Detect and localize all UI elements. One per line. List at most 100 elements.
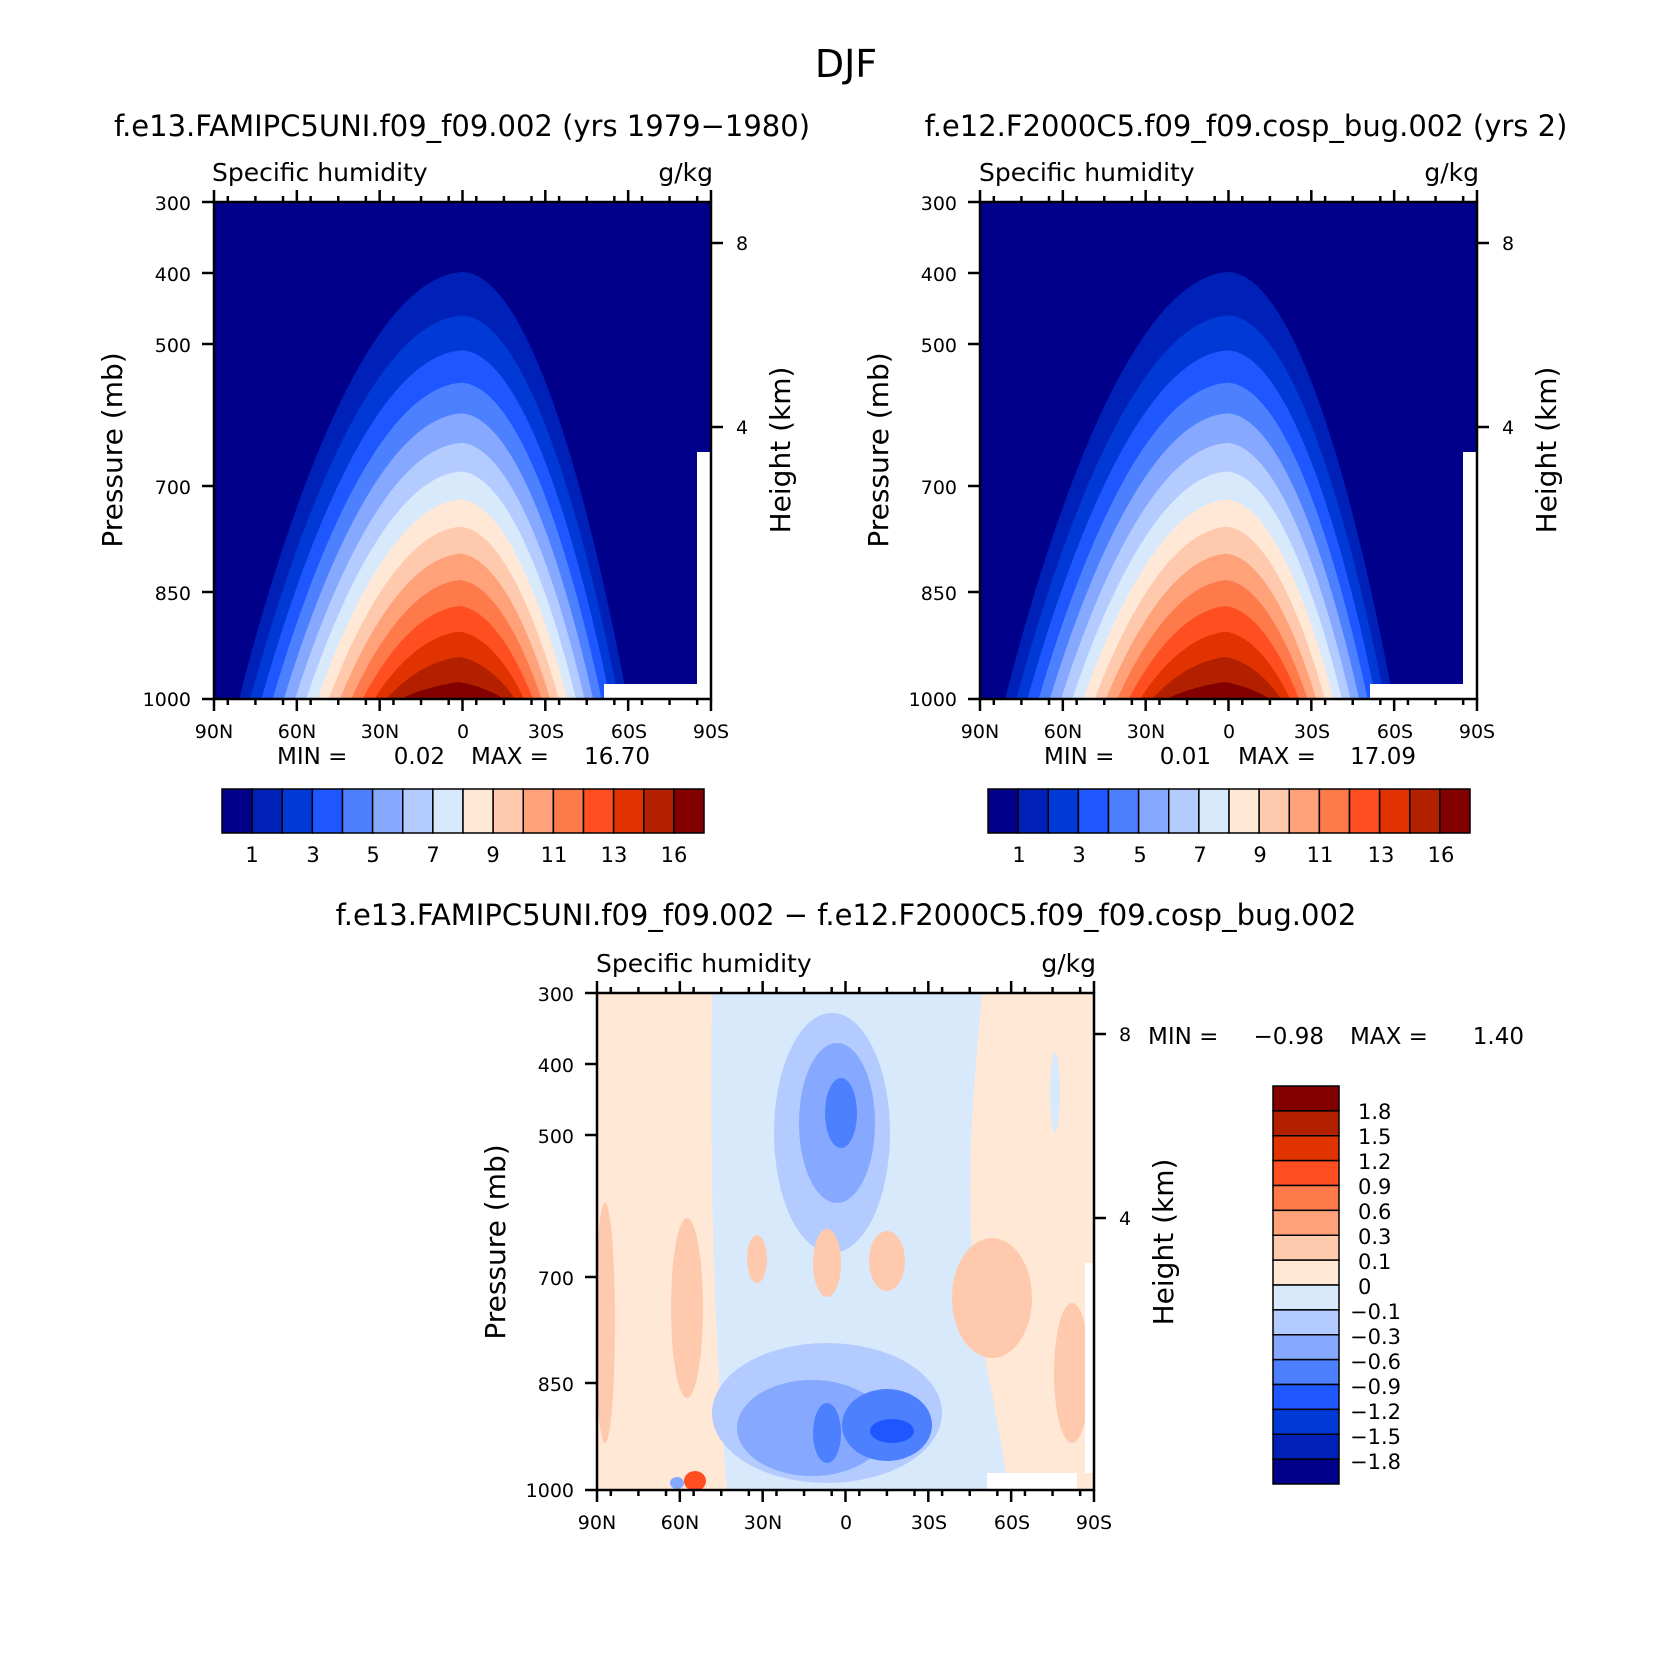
- max-value: 1.40: [1473, 1024, 1524, 1050]
- missing-data-mask: [604, 684, 711, 699]
- colorbar-box: [1272, 1408, 1340, 1435]
- y-tick-label: 700: [155, 477, 191, 499]
- y-tick-label: 500: [921, 335, 957, 357]
- x-tick-label: 0: [1223, 721, 1235, 743]
- contour-band: [684, 1471, 706, 1490]
- contour-band: [1166, 682, 1270, 699]
- colorbar-box: [1107, 788, 1140, 834]
- axis-ticks: [968, 190, 1489, 711]
- colorbar-box: [311, 788, 344, 834]
- colorbar-label: −1.2: [1350, 1400, 1401, 1424]
- colorbar-box: [1378, 788, 1411, 834]
- colorbar-label: 11: [1307, 843, 1334, 867]
- colorbar-box: [1258, 788, 1290, 834]
- colorbar-label: 5: [1133, 843, 1146, 867]
- x-tick-label: 90N: [961, 721, 999, 743]
- colorbar-box: [1409, 788, 1441, 834]
- y-tick-label: 500: [155, 335, 191, 357]
- colorbar-box: [221, 788, 253, 834]
- colorbar-box: [341, 788, 374, 834]
- y2-tick-label: 4: [1119, 1208, 1131, 1230]
- colorbar-box: [1077, 788, 1110, 834]
- contour-band: [825, 1078, 857, 1148]
- x-tick-label: 90N: [578, 1512, 616, 1534]
- x-tick-label: 30N: [744, 1512, 782, 1534]
- y-tick-label: 400: [921, 264, 957, 286]
- max-value: 16.70: [584, 744, 650, 770]
- max-label: MAX =: [1238, 744, 1316, 770]
- y-tick-label: 700: [538, 1268, 574, 1290]
- x-tick-label: 30S: [911, 1512, 947, 1534]
- colorbar-label: 7: [426, 843, 439, 867]
- colorbar-label: −1.5: [1350, 1425, 1401, 1449]
- panel-model-a: f.e13.FAMIPC5UNI.f09_f09.002 (yrs 1979−1…: [96, 109, 810, 867]
- colorbar-box: [1272, 1159, 1340, 1187]
- x-tick-label: 0: [840, 1512, 852, 1534]
- colorbar-box: [1348, 788, 1381, 834]
- colorbar-label: 9: [1253, 843, 1266, 867]
- colorbar-box: [1198, 788, 1230, 834]
- contour-band: [671, 1218, 703, 1398]
- colorbar-label: 9: [486, 843, 499, 867]
- colorbar-box: [1272, 1433, 1340, 1460]
- colorbar-box: [1272, 1309, 1340, 1336]
- colorbar-box: [1272, 1085, 1340, 1112]
- contour-band: [1050, 1053, 1060, 1133]
- colorbar-box: [1168, 788, 1200, 834]
- colorbar-box: [281, 788, 314, 834]
- colorbar-box: [1272, 1135, 1340, 1162]
- x-tick-label: 60S: [1377, 721, 1413, 743]
- colorbar-box: [1272, 1458, 1340, 1485]
- y-tick-label: 1000: [526, 1480, 574, 1502]
- y-tick-label: 1000: [143, 689, 191, 711]
- figure-title: DJF: [815, 42, 877, 86]
- x-tick-label: 90S: [693, 721, 729, 743]
- colorbar-box: [1047, 788, 1080, 834]
- x-tick-label: 60N: [278, 721, 316, 743]
- colorbar-label: 0.1: [1358, 1250, 1391, 1274]
- x-tick-label: 30N: [361, 721, 399, 743]
- left-label: Specific humidity: [212, 158, 428, 187]
- colorbar-box: [1137, 788, 1170, 834]
- x-tick-label: 30N: [1127, 721, 1165, 743]
- y2-tick-label: 8: [1502, 233, 1514, 255]
- contour-band: [597, 1203, 615, 1443]
- colorbar-label: −0.3: [1350, 1325, 1401, 1349]
- colorbar-box: [612, 788, 645, 834]
- missing-data-mask: [697, 452, 711, 684]
- colorbar-label: −0.9: [1350, 1375, 1401, 1399]
- contour-field: [214, 202, 711, 699]
- y-tick-label: 850: [538, 1374, 574, 1396]
- panel-title: f.e13.FAMIPC5UNI.f09_f09.002 − f.e12.F20…: [336, 898, 1357, 932]
- units-label: g/kg: [1424, 158, 1479, 187]
- panel-difference: f.e13.FAMIPC5UNI.f09_f09.002 − f.e12.F20…: [336, 898, 1524, 1534]
- colorbar-box: [1272, 1110, 1340, 1137]
- colorbar-box: [1272, 1358, 1340, 1386]
- colorbar-label: 1.8: [1358, 1100, 1391, 1124]
- colorbar-box: [1272, 1284, 1340, 1311]
- colorbar-box: [1272, 1184, 1340, 1212]
- y-tick-label: 400: [538, 1055, 574, 1077]
- colorbar-box: [432, 788, 464, 834]
- units-label: g/kg: [1041, 949, 1096, 978]
- colorbar-label: 1: [245, 843, 258, 867]
- contour-field: [597, 993, 1094, 1490]
- colorbar-label: 11: [541, 843, 568, 867]
- colorbar-box: [643, 788, 675, 834]
- y-tick-label: 1000: [909, 689, 957, 711]
- contour-band: [869, 1231, 905, 1291]
- missing-data-mask: [1085, 1263, 1094, 1473]
- y-tick-label: 700: [921, 477, 957, 499]
- contour-band: [400, 682, 504, 699]
- y2-tick-label: 8: [1119, 1024, 1131, 1046]
- units-label: g/kg: [658, 158, 713, 187]
- colorbar-box: [522, 788, 555, 834]
- x-tick-label: 90S: [1076, 1512, 1112, 1534]
- y-tick-label: 300: [538, 984, 574, 1006]
- min-label: MIN =: [277, 744, 347, 770]
- contour-band: [870, 1419, 914, 1443]
- y-tick-label: 400: [155, 264, 191, 286]
- min-value: 0.02: [394, 744, 445, 770]
- contour-band: [670, 1477, 684, 1489]
